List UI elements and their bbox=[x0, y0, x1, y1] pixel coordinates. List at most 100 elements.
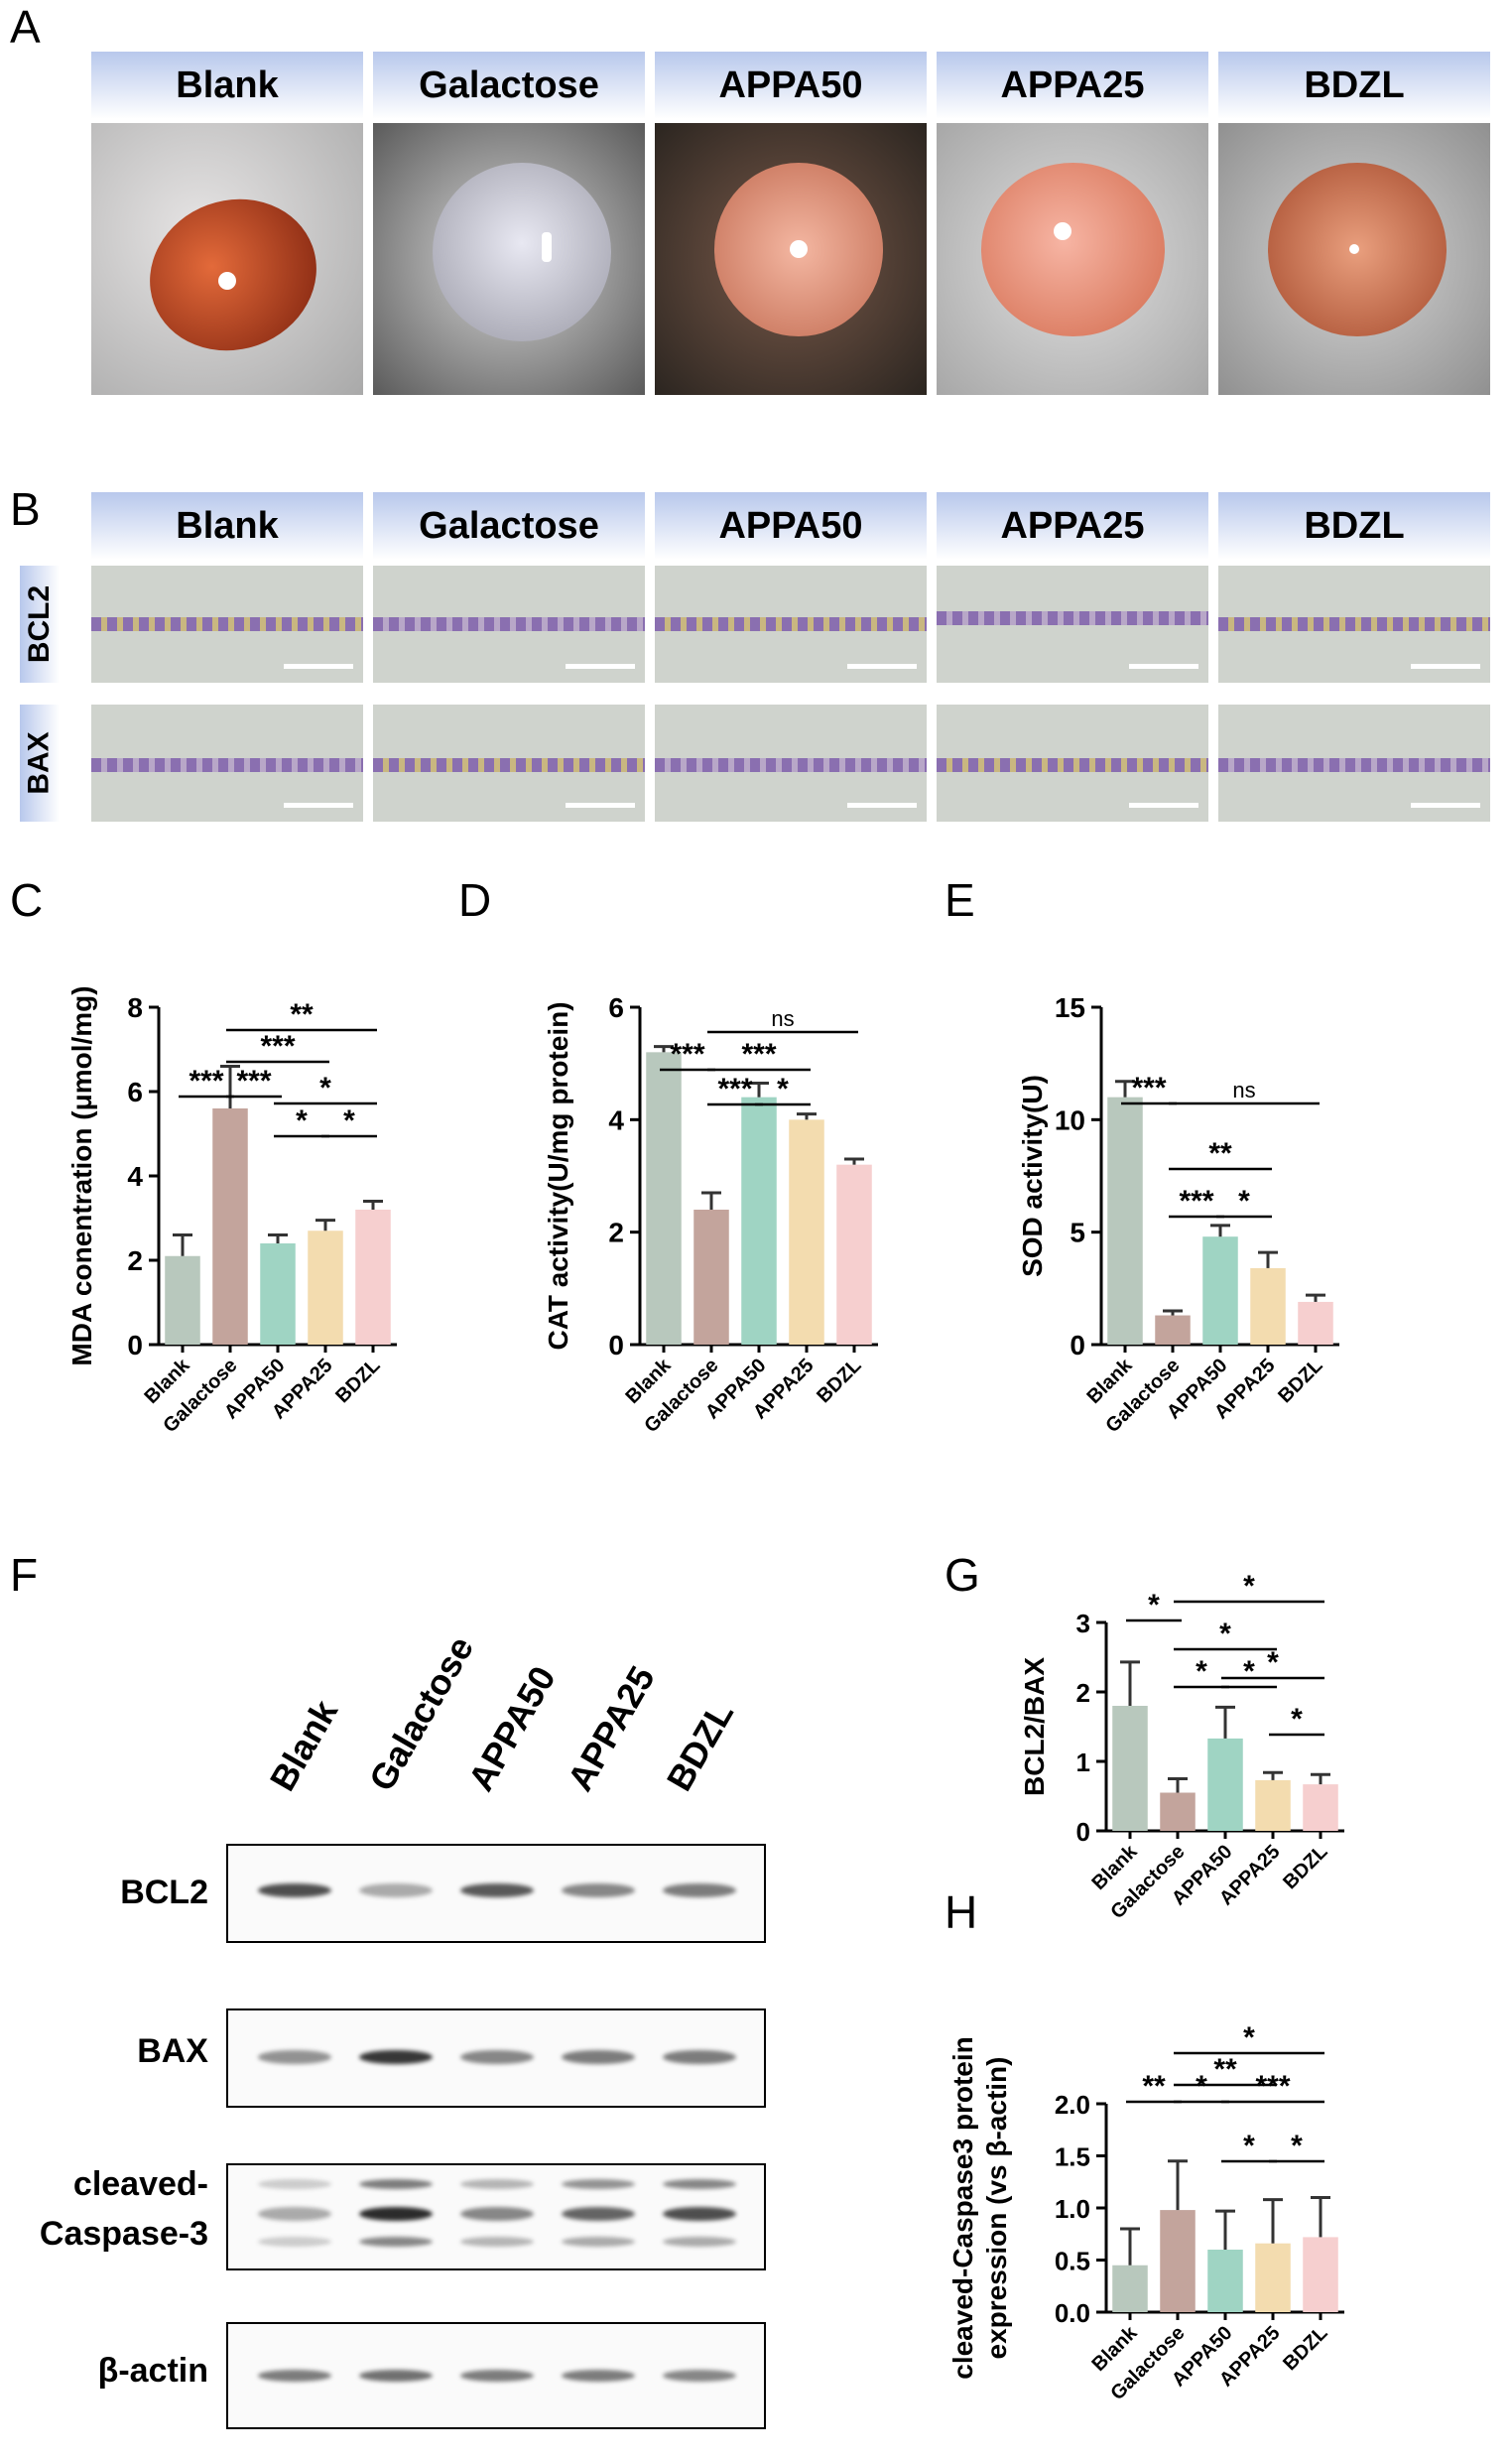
eye-glint bbox=[1054, 222, 1071, 240]
y-tick-label: 3 bbox=[1076, 1609, 1090, 1638]
bar-appa50 bbox=[741, 1097, 777, 1345]
significance-label: ** bbox=[290, 998, 314, 1031]
histology-tile-bax-bdzl bbox=[1218, 705, 1490, 822]
bar-galactose bbox=[693, 1210, 729, 1345]
blot-band bbox=[460, 2179, 534, 2189]
significance-label: * bbox=[1243, 2021, 1255, 2054]
y-axis-label: SOD activity(U) bbox=[1017, 1075, 1048, 1277]
histology-tile-bax-blank bbox=[91, 705, 363, 822]
lane-label-bdzl: BDZL bbox=[658, 1694, 742, 1798]
significance-label: * bbox=[1196, 1655, 1207, 1688]
lens-epithelium-layer bbox=[937, 758, 1208, 772]
y-tick-label: 0 bbox=[608, 1330, 624, 1360]
y-tick-label: 1 bbox=[1076, 1748, 1090, 1777]
header-bdzl-b: BDZL bbox=[1218, 492, 1490, 560]
significance-label: ** bbox=[1213, 2053, 1237, 2086]
significance-label: ** bbox=[1142, 2070, 1166, 2103]
y-tick-label: 1.0 bbox=[1055, 2194, 1090, 2224]
significance-label: * bbox=[1196, 2070, 1207, 2103]
significance-label: * bbox=[296, 1104, 308, 1137]
significance-label: * bbox=[319, 1072, 331, 1104]
blot-band bbox=[258, 2370, 331, 2382]
blot-band bbox=[258, 1883, 331, 1897]
y-tick-label: 0.0 bbox=[1055, 2298, 1090, 2328]
blot-band bbox=[663, 2370, 736, 2382]
y-tick-label: 6 bbox=[127, 1077, 143, 1107]
blot-band bbox=[562, 2050, 635, 2064]
blot-label-bcl2: BCL2 bbox=[120, 1874, 208, 1911]
bar-appa50 bbox=[1202, 1236, 1238, 1345]
y-tick-label: 0 bbox=[1070, 1330, 1085, 1360]
bar-appa25 bbox=[1250, 1267, 1286, 1345]
blot-band bbox=[359, 1883, 433, 1897]
y-tick-label: 2.0 bbox=[1055, 2090, 1090, 2120]
blot-band bbox=[663, 2207, 736, 2221]
header-blank-b: Blank bbox=[91, 492, 363, 560]
panel-label-c: C bbox=[10, 874, 44, 926]
histology-tile-bcl2-appa50 bbox=[655, 566, 927, 683]
blot-label-caspase3: Caspase-3 bbox=[39, 2215, 208, 2253]
scale-bar bbox=[284, 803, 353, 808]
blot-bcl2 bbox=[226, 1844, 766, 1943]
bar-appa50 bbox=[1207, 2250, 1243, 2312]
x-tick-label: BDZL bbox=[813, 1355, 865, 1407]
x-tick-label: BDZL bbox=[1279, 1841, 1331, 1893]
blot-band bbox=[460, 2237, 534, 2247]
y-axis-label: cleaved-Caspase3 protein bbox=[947, 2036, 978, 2380]
significance-label: ns bbox=[1232, 1078, 1255, 1102]
scale-bar bbox=[566, 664, 635, 669]
y-tick-label: 2 bbox=[1076, 1678, 1090, 1708]
histology-tile-bcl2-galactose bbox=[373, 566, 645, 683]
blot-band bbox=[460, 2050, 534, 2064]
header-appa50-a: APPA50 bbox=[655, 52, 927, 119]
scale-bar bbox=[847, 664, 917, 669]
y-tick-label: 8 bbox=[127, 992, 143, 1023]
header-galactose-b: Galactose bbox=[373, 492, 645, 560]
histology-tile-bcl2-blank bbox=[91, 566, 363, 683]
blot-band bbox=[359, 2179, 433, 2189]
blot-band bbox=[562, 1883, 635, 1897]
row-label-bax: BAX bbox=[20, 705, 60, 822]
histology-tile-bcl2-appa25 bbox=[937, 566, 1208, 683]
blot-band bbox=[359, 2207, 433, 2221]
header-blank-a: Blank bbox=[91, 52, 363, 119]
lane-label-appa50: APPA50 bbox=[459, 1659, 564, 1798]
y-axis-label: CAT activity(U/mg protein) bbox=[543, 1001, 573, 1350]
panel-label-b: B bbox=[10, 483, 41, 535]
panel-label-e: E bbox=[945, 874, 975, 926]
significance-label: *** bbox=[717, 1073, 752, 1105]
bar-blank bbox=[1112, 1706, 1148, 1831]
bar-blank bbox=[646, 1052, 682, 1345]
significance-label: * bbox=[1148, 1589, 1160, 1621]
y-tick-label: 0 bbox=[127, 1330, 143, 1360]
significance-label: * bbox=[1291, 1703, 1303, 1736]
scale-bar bbox=[566, 803, 635, 808]
lens-epithelium-layer bbox=[655, 617, 927, 631]
bar-bdzl bbox=[355, 1210, 391, 1345]
blot-band bbox=[663, 2179, 736, 2189]
significance-label: * bbox=[777, 1073, 789, 1105]
x-tick-label: BDZL bbox=[1279, 2322, 1331, 2375]
blot-band bbox=[258, 2179, 331, 2189]
y-tick-label: 2 bbox=[127, 1245, 143, 1276]
blot-band bbox=[663, 1883, 736, 1897]
bar-appa25 bbox=[789, 1119, 824, 1345]
histology-tile-bax-appa25 bbox=[937, 705, 1208, 822]
significance-label: *** bbox=[670, 1038, 704, 1071]
significance-label: * bbox=[343, 1104, 355, 1137]
blot-band bbox=[359, 2050, 433, 2064]
chart-bcl2-bax: 0123BCL2/BAXBlankGalactoseAPPA50APPA25BD… bbox=[1019, 1570, 1344, 1923]
panel-label-h: H bbox=[945, 1886, 978, 1938]
blot-band bbox=[460, 2370, 534, 2382]
header-appa25-a: APPA25 bbox=[937, 52, 1208, 119]
blot-band bbox=[562, 2237, 635, 2247]
panel-label-d: D bbox=[458, 874, 492, 926]
bar-blank bbox=[1107, 1097, 1143, 1345]
blot-label-bax: BAX bbox=[137, 2032, 208, 2070]
y-tick-label: 10 bbox=[1055, 1104, 1085, 1135]
significance-label: *** bbox=[189, 1065, 223, 1098]
scale-bar bbox=[847, 803, 917, 808]
significance-label: *** bbox=[741, 1038, 776, 1071]
